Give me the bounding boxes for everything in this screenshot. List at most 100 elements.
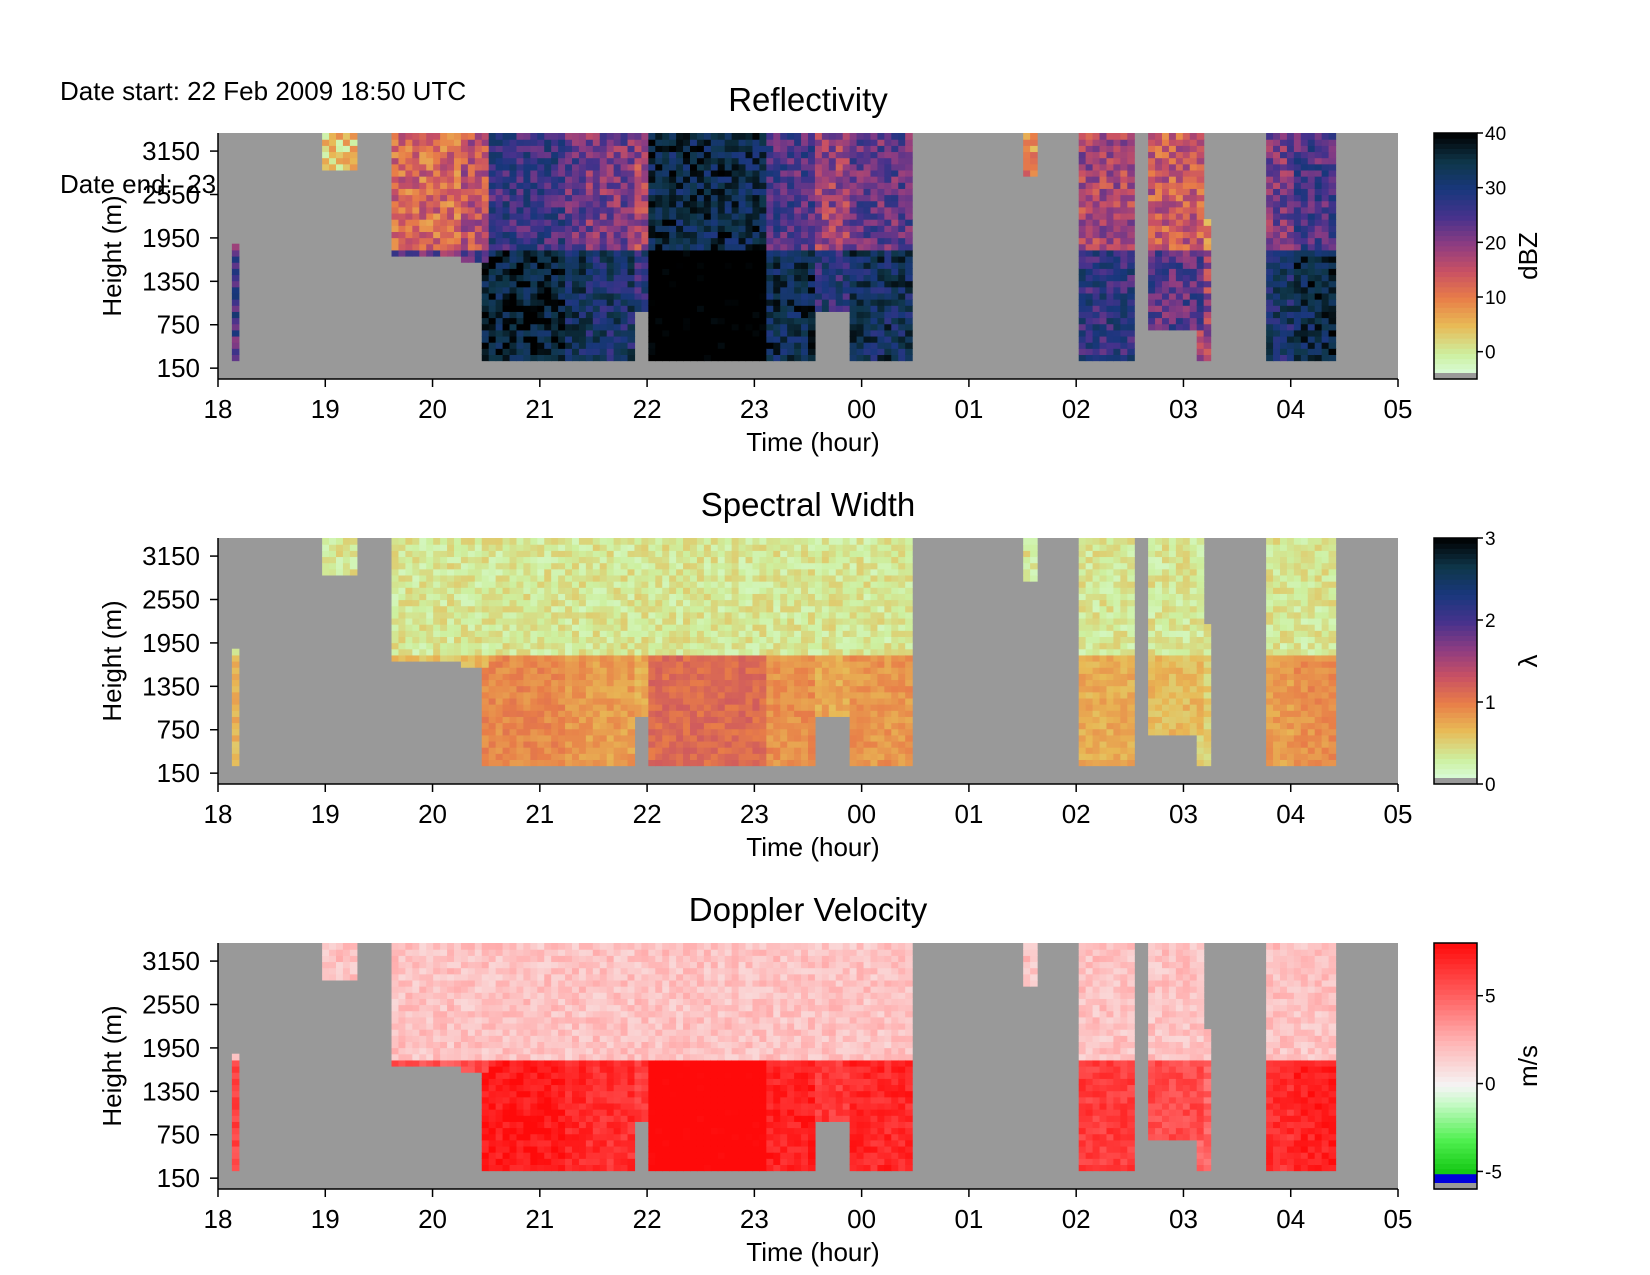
heatmap-cell xyxy=(1168,206,1177,214)
heatmap-cell xyxy=(1113,163,1121,171)
heatmap-cell xyxy=(1196,274,1205,282)
heatmap-cell xyxy=(474,642,483,650)
heatmap-cell xyxy=(530,740,538,748)
heatmap-cell xyxy=(1196,169,1205,177)
heatmap-cell xyxy=(509,262,518,269)
heatmap-cell xyxy=(523,317,531,325)
heatmap-cell xyxy=(891,219,899,226)
heatmap-cell xyxy=(648,348,656,355)
heatmap-cell xyxy=(516,139,525,146)
heatmap-cell xyxy=(1189,317,1198,325)
heatmap-cell xyxy=(585,593,594,601)
heatmap-cell xyxy=(231,262,240,269)
heatmap-cell xyxy=(516,219,525,226)
heatmap-cell xyxy=(1155,256,1163,263)
heatmap-cell xyxy=(426,176,434,183)
heatmap-cell xyxy=(537,704,545,711)
heatmap-cell xyxy=(1314,157,1323,165)
heatmap-cell xyxy=(655,212,663,220)
heatmap-cell xyxy=(710,342,719,349)
heatmap-cell xyxy=(516,574,525,582)
heatmap-cell xyxy=(606,145,615,153)
heatmap-cell xyxy=(613,673,622,681)
heatmap-cell xyxy=(599,617,608,625)
heatmap-cell xyxy=(481,342,490,349)
heatmap-cell xyxy=(794,335,802,343)
heatmap-cell xyxy=(1078,206,1087,214)
heatmap-cell xyxy=(426,200,434,208)
heatmap-cell xyxy=(662,231,670,239)
heatmap-cell xyxy=(1328,163,1337,171)
heatmap-cell xyxy=(1120,169,1128,177)
heatmap-cell xyxy=(1092,262,1101,269)
heatmap-cell xyxy=(474,648,483,656)
heatmap-cell xyxy=(634,568,643,576)
heatmap-cell xyxy=(648,145,656,153)
heatmap-cell xyxy=(523,212,531,220)
heatmap-cell xyxy=(502,716,511,724)
heatmap-cell xyxy=(821,299,830,306)
heatmap-cell xyxy=(606,550,615,558)
heatmap-cell xyxy=(801,237,809,245)
heatmap-cell xyxy=(905,145,913,153)
heatmap-cell xyxy=(1120,212,1128,220)
heatmap-cell xyxy=(870,219,879,226)
heatmap-cell xyxy=(565,311,573,319)
heatmap-cell xyxy=(613,151,622,159)
heatmap-cell xyxy=(794,188,802,196)
heatmap-cell xyxy=(752,311,761,319)
heatmap-cell xyxy=(690,262,698,269)
heatmap-cell xyxy=(1286,212,1295,220)
colorbar-swatch xyxy=(1434,286,1477,293)
heatmap-cell xyxy=(710,280,719,288)
colorbar-swatch xyxy=(1434,143,1477,149)
heatmap-cell xyxy=(620,323,629,331)
heatmap-cell xyxy=(773,151,781,159)
heatmap-cell xyxy=(405,225,413,232)
heatmap-cell xyxy=(592,593,601,601)
heatmap-cell xyxy=(509,206,518,214)
heatmap-cell xyxy=(419,249,427,257)
heatmap-cell xyxy=(1120,133,1128,140)
heatmap-cell xyxy=(613,599,622,607)
heatmap-cell xyxy=(821,249,830,257)
heatmap-cell xyxy=(690,194,698,202)
heatmap-cell xyxy=(669,685,677,693)
heatmap-cell xyxy=(703,182,712,189)
heatmap-cell xyxy=(391,617,400,625)
heatmap-cell xyxy=(523,630,531,637)
heatmap-cell xyxy=(502,685,511,693)
colorbar-swatch xyxy=(1434,343,1477,349)
heatmap-cell xyxy=(231,716,240,724)
heatmap-cell xyxy=(474,139,483,146)
heatmap-cell xyxy=(1113,342,1121,349)
heatmap-cell xyxy=(592,206,601,214)
heatmap-cell xyxy=(620,292,629,300)
heatmap-cell xyxy=(488,231,497,239)
heatmap-cell xyxy=(752,200,761,208)
heatmap-cell xyxy=(599,654,608,662)
heatmap-cell xyxy=(648,249,656,257)
heatmap-cell xyxy=(551,648,559,656)
heatmap-cell xyxy=(696,249,705,257)
heatmap-cell xyxy=(523,605,531,613)
heatmap-cell xyxy=(1155,182,1163,189)
heatmap-cell xyxy=(544,661,552,668)
heatmap-cell xyxy=(655,593,663,601)
heatmap-cell xyxy=(578,636,587,644)
heatmap-cell xyxy=(759,268,767,276)
heatmap-cell xyxy=(565,212,573,220)
heatmap-cell xyxy=(349,133,358,140)
heatmap-cell xyxy=(523,133,531,140)
heatmap-cell xyxy=(1196,317,1205,325)
heatmap-cell xyxy=(1078,225,1087,232)
heatmap-cell xyxy=(447,206,455,214)
heatmap-cell xyxy=(703,231,712,239)
heatmap-cell xyxy=(1113,225,1121,232)
heatmap-cell xyxy=(349,538,358,545)
heatmap-cell xyxy=(690,299,698,306)
heatmap-cell xyxy=(606,329,615,337)
heatmap-cell xyxy=(495,225,504,232)
heatmap-cell xyxy=(509,753,518,760)
heatmap-cell xyxy=(523,299,531,306)
